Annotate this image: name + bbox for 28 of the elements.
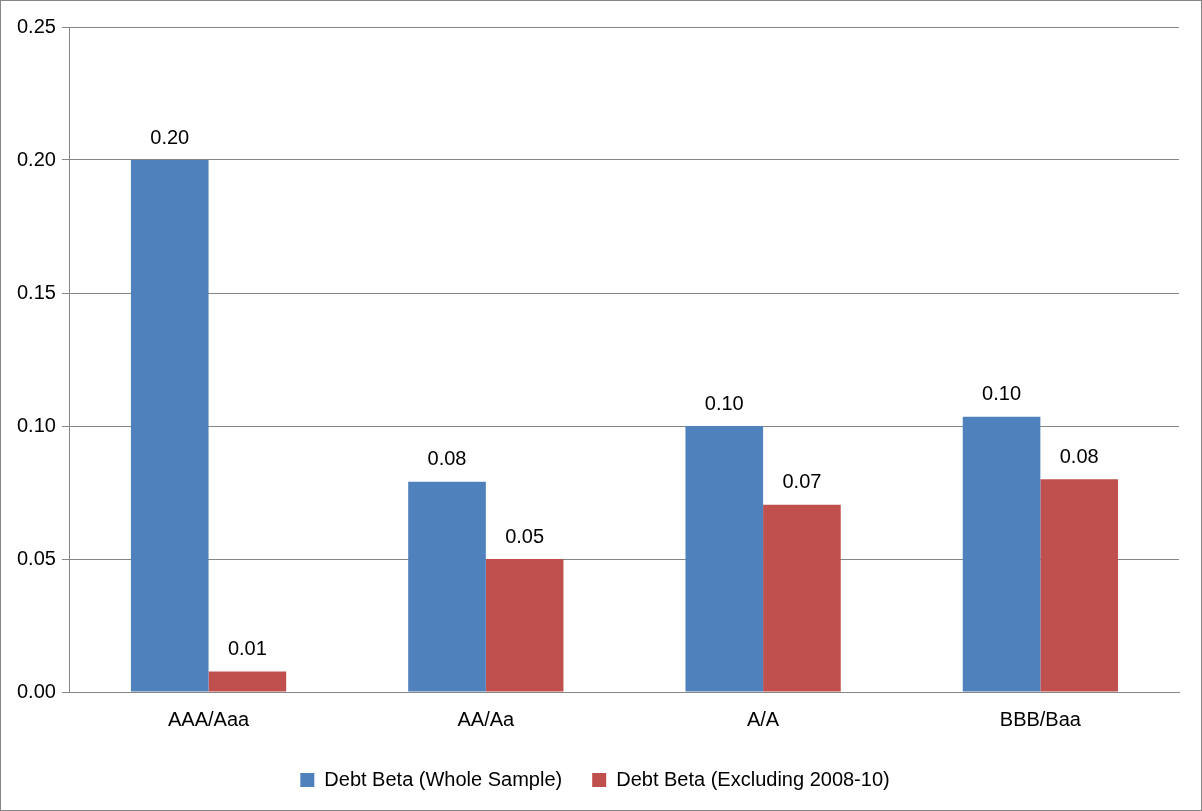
bar [408, 481, 486, 692]
y-tick-label: 0.05 [16, 546, 56, 569]
bar [485, 559, 564, 692]
y-tick-label: 0.20 [16, 147, 56, 170]
y-tick-label: 0.15 [16, 280, 56, 303]
x-tick-label: AAA/Aaa [167, 707, 251, 730]
y-tick-label: 0.25 [16, 14, 56, 37]
bar [763, 504, 841, 692]
data-label: 0.08 [1059, 444, 1099, 467]
bar [1040, 479, 1118, 692]
x-tick-label: A/A [746, 707, 780, 730]
x-tick-label: BBB/Baa [999, 707, 1082, 730]
bar [208, 671, 287, 692]
bar [962, 416, 1041, 692]
data-label: 0.08 [427, 447, 467, 470]
y-tick-label: 0.00 [16, 679, 56, 702]
data-label: 0.20 [150, 125, 190, 148]
data-label: 0.10 [982, 382, 1022, 405]
data-label: 0.07 [782, 470, 822, 493]
x-tick-label: AA/Aa [457, 707, 516, 730]
y-tick-label: 0.10 [16, 413, 56, 436]
legend-label: Debt Beta (Excluding 2008-10) [616, 767, 890, 790]
data-label: 0.10 [704, 391, 744, 414]
bar [130, 160, 209, 692]
data-label: 0.01 [227, 637, 267, 660]
legend-label: Debt Beta (Whole Sample) [324, 767, 563, 790]
data-label: 0.05 [505, 524, 545, 547]
bar [685, 426, 764, 692]
